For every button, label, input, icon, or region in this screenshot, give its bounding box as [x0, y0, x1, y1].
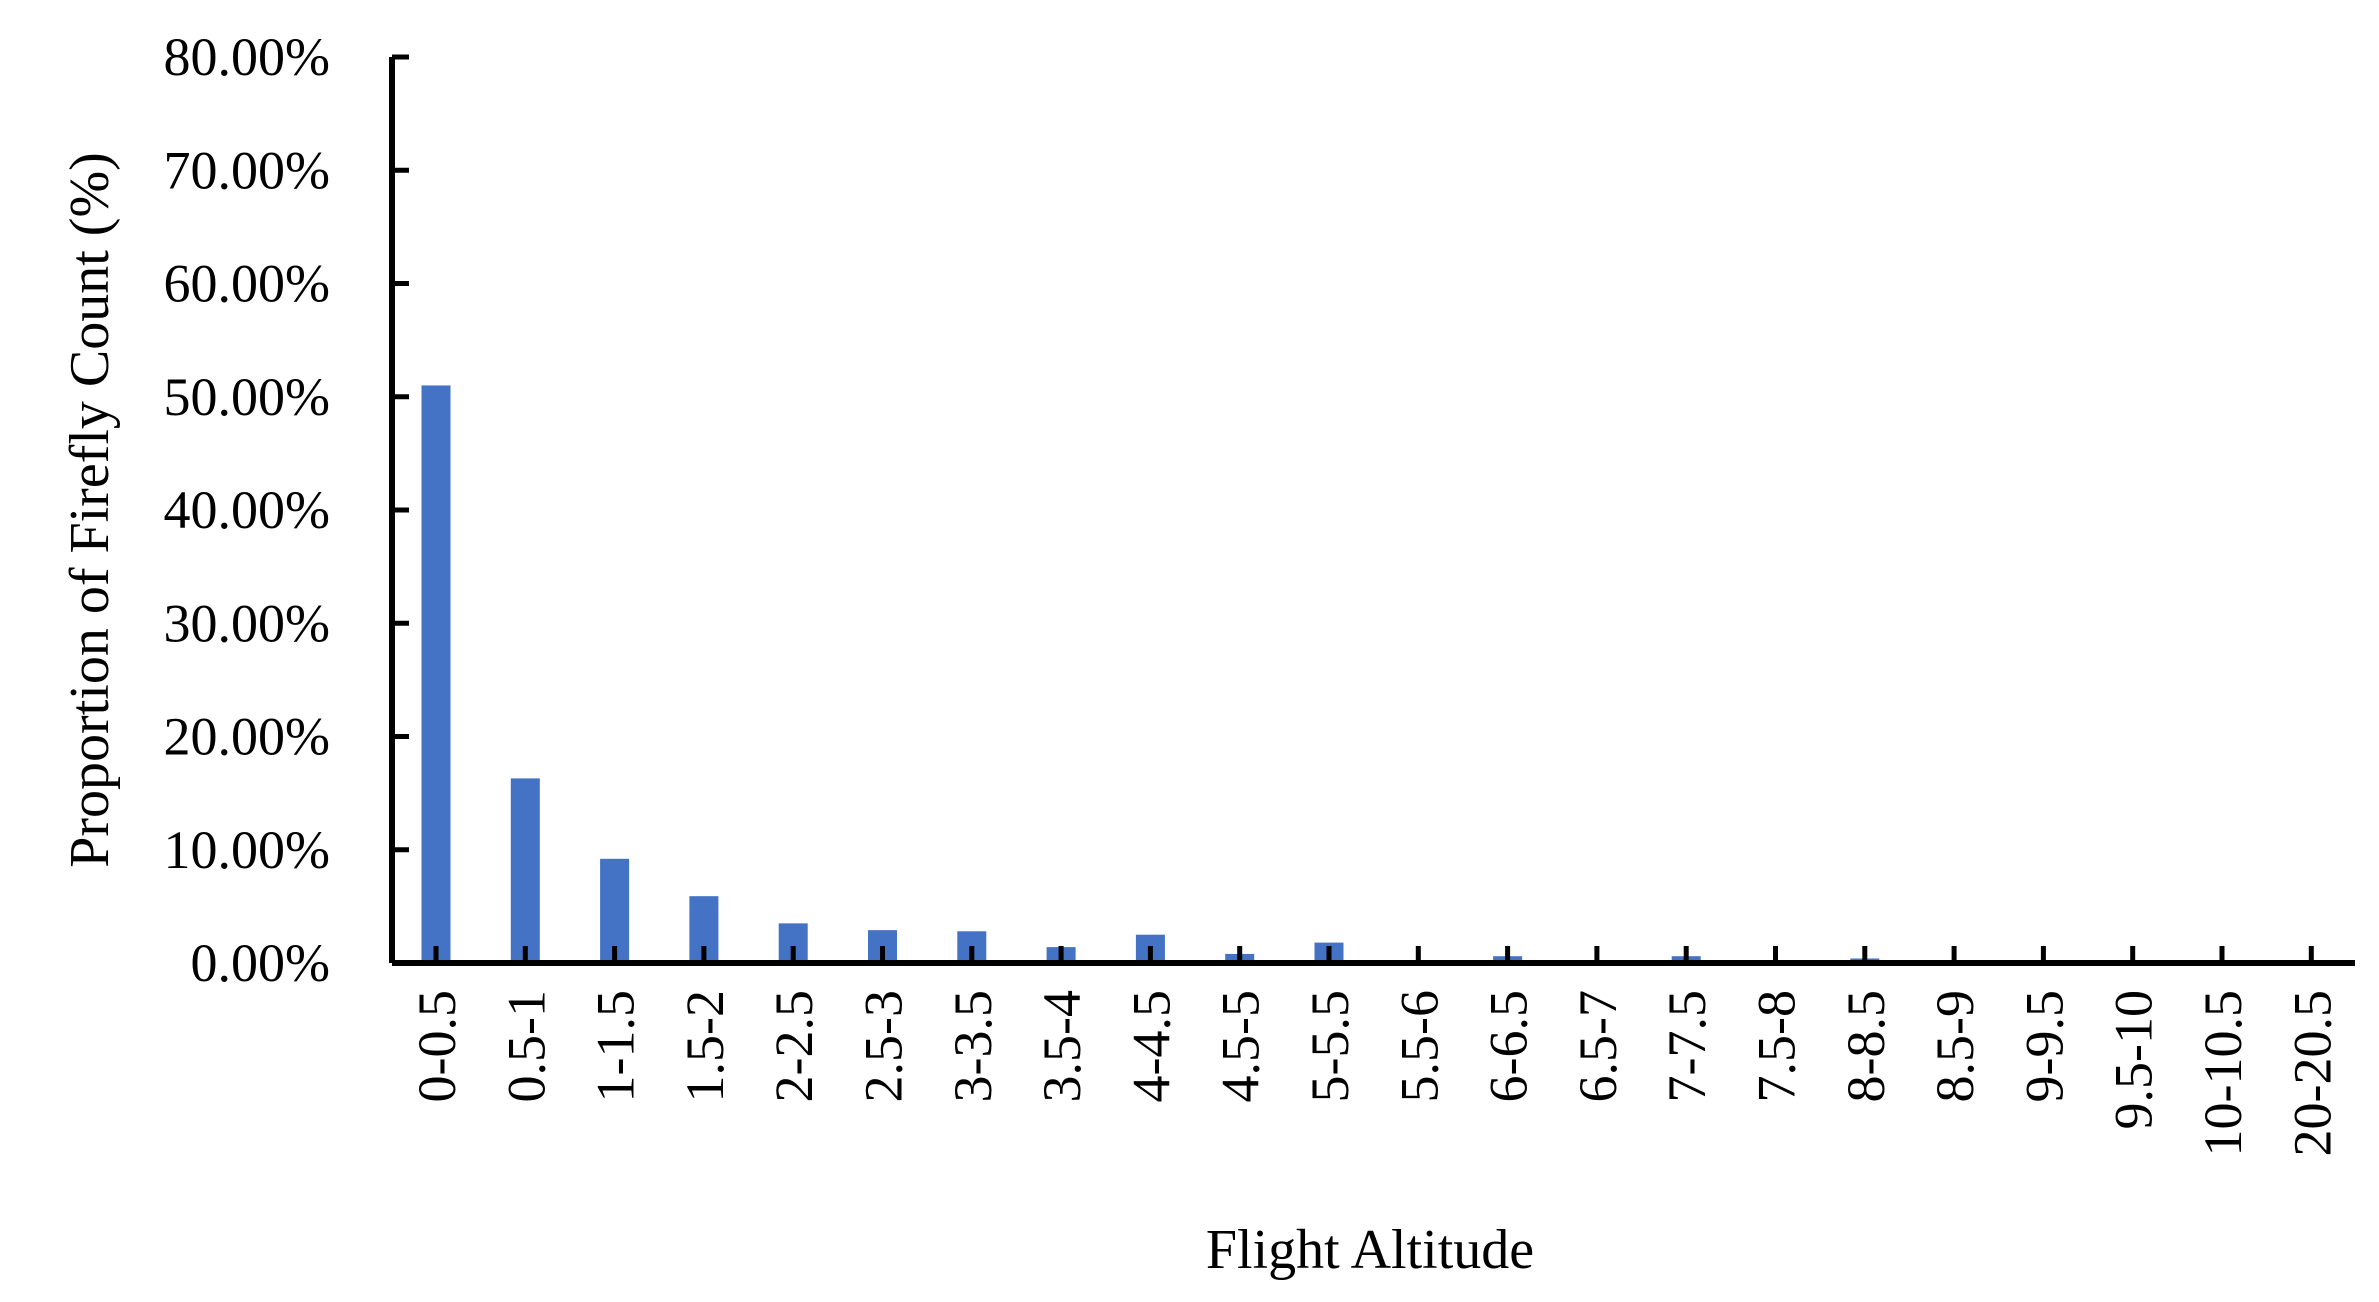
y-tick-label: 60.00% [164, 254, 330, 314]
y-tick-label: 30.00% [164, 593, 330, 653]
x-tick-label: 1.5-2 [675, 990, 735, 1102]
y-tick-label: 80.00% [164, 27, 330, 87]
x-tick-label: 0.5-1 [496, 990, 556, 1102]
y-tick-label: 0.00% [191, 933, 330, 993]
x-tick-label: 8.5-9 [1925, 990, 1985, 1102]
bars [421, 385, 1880, 963]
x-tick-label: 6.5-7 [1568, 990, 1628, 1102]
x-tick-label: 20-20.5 [2282, 990, 2342, 1156]
x-tick-label: 4-4.5 [1121, 990, 1181, 1102]
x-tick-label: 9-9.5 [2014, 990, 2074, 1102]
x-tick-label: 4.5-5 [1211, 990, 1271, 1102]
bar [421, 385, 451, 963]
y-tick-label: 50.00% [164, 367, 330, 427]
y-axis-title: Proportion of Firefly Count (%) [59, 152, 121, 867]
x-tick-label: 7.5-8 [1747, 990, 1807, 1102]
x-tick-label: 0-0.5 [407, 990, 467, 1102]
x-tick-label: 6-6.5 [1479, 990, 1539, 1102]
x-tick-label: 1-1.5 [586, 990, 646, 1102]
bar [600, 858, 630, 963]
x-tick-label: 8-8.5 [1836, 990, 1896, 1102]
x-tick-label: 2-2.5 [764, 990, 824, 1102]
y-axis-ticks: 0.00% 10.00% 20.00% 30.00% 40.00% 50.00% 60.00… [164, 27, 409, 993]
x-tick-label: 5.5-6 [1389, 990, 1449, 1102]
x-tick-label: 3-3.5 [943, 990, 1003, 1102]
x-tick-label: 3.5-4 [1032, 990, 1092, 1102]
bar [510, 778, 540, 963]
x-tick-label: 5-5.5 [1300, 990, 1360, 1102]
x-axis-title: Flight Altitude [1206, 1219, 1534, 1281]
x-tick-label: 7-7.5 [1657, 990, 1717, 1102]
y-tick-label: 20.00% [164, 707, 330, 767]
x-tick-label: 9.5-10 [2104, 990, 2164, 1129]
y-tick-label: 70.00% [164, 140, 330, 200]
x-axis-ticks: 0-0.5 0.5-1 1-1.5 1.5-2 2-2.5 2.5-3 3-3.5 3.5-4… [407, 946, 2342, 1156]
y-tick-label: 10.00% [164, 820, 330, 880]
x-tick-label: 2.5-3 [854, 990, 914, 1102]
x-tick-label: 10-10.5 [2193, 990, 2253, 1156]
y-tick-label: 40.00% [164, 480, 330, 540]
